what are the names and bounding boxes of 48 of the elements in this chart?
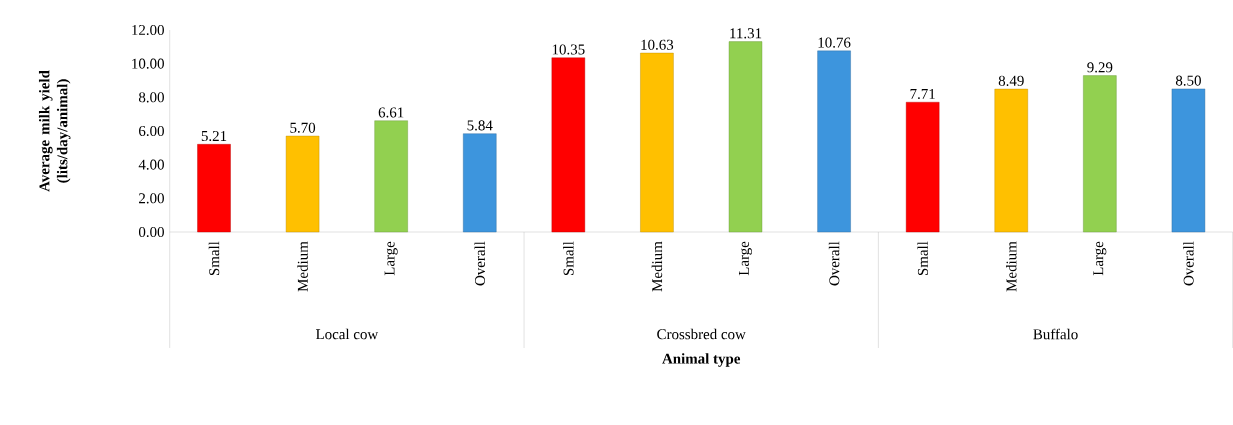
bar <box>994 88 1028 233</box>
y-tick-label: 8.00 <box>138 92 164 103</box>
x-tick-label: Small <box>917 241 928 276</box>
x-tick-label: Medium <box>297 241 308 292</box>
text: Buffalo <box>1033 328 1078 340</box>
bar <box>817 50 851 233</box>
x-tick-label: Large <box>1093 241 1107 276</box>
x-tick-label: Large <box>384 241 398 276</box>
x-tick-label: Overall <box>474 241 486 286</box>
x-tick-label: Large <box>739 241 752 276</box>
text: Crossbred cow <box>657 328 746 340</box>
x-tick-label: Overall <box>828 241 840 286</box>
data-label: 11.31 <box>730 28 762 39</box>
data-label: 10.76 <box>818 37 851 48</box>
y-axis-title: Average milk yield (lits/day/animal) <box>38 70 71 192</box>
bar <box>374 120 408 233</box>
bar <box>285 135 320 233</box>
y-tick-label: 0.00 <box>138 226 164 238</box>
data-label: 8.49 <box>998 75 1024 86</box>
data-label: 10.63 <box>641 39 674 50</box>
data-label: 8.50 <box>1175 75 1201 86</box>
text: Local cow <box>315 328 379 340</box>
x-tick-label: Medium <box>651 241 663 292</box>
data-label: 6.61 <box>378 107 404 118</box>
bar <box>1171 88 1206 233</box>
bar <box>1083 75 1117 233</box>
x-tick-label: Overall <box>1183 241 1194 286</box>
bar <box>905 102 940 233</box>
bar <box>551 57 586 233</box>
x-tick-label: Medium <box>1006 241 1017 292</box>
bar <box>640 52 674 233</box>
y-tick-label: 4.00 <box>138 159 164 170</box>
data-label: 5.70 <box>290 122 316 133</box>
data-label: 7.71 <box>910 88 935 100</box>
x-tick-label: Small <box>208 241 220 276</box>
y-tick-label: 6.00 <box>139 125 164 137</box>
y-tick-label: 2.00 <box>139 193 164 204</box>
data-label: 10.35 <box>552 44 585 55</box>
data-label: 5.21 <box>201 131 227 142</box>
data-label: 9.29 <box>1087 62 1113 73</box>
x-axis-title: Animal type <box>662 353 741 367</box>
data-label: 5.84 <box>467 120 493 131</box>
bar <box>197 144 231 233</box>
bar <box>728 41 763 233</box>
x-tick-label: Small <box>563 241 574 276</box>
y-tick-label: 12.00 <box>132 24 164 36</box>
bar <box>463 133 497 233</box>
y-tick-label: 10.00 <box>132 58 164 69</box>
